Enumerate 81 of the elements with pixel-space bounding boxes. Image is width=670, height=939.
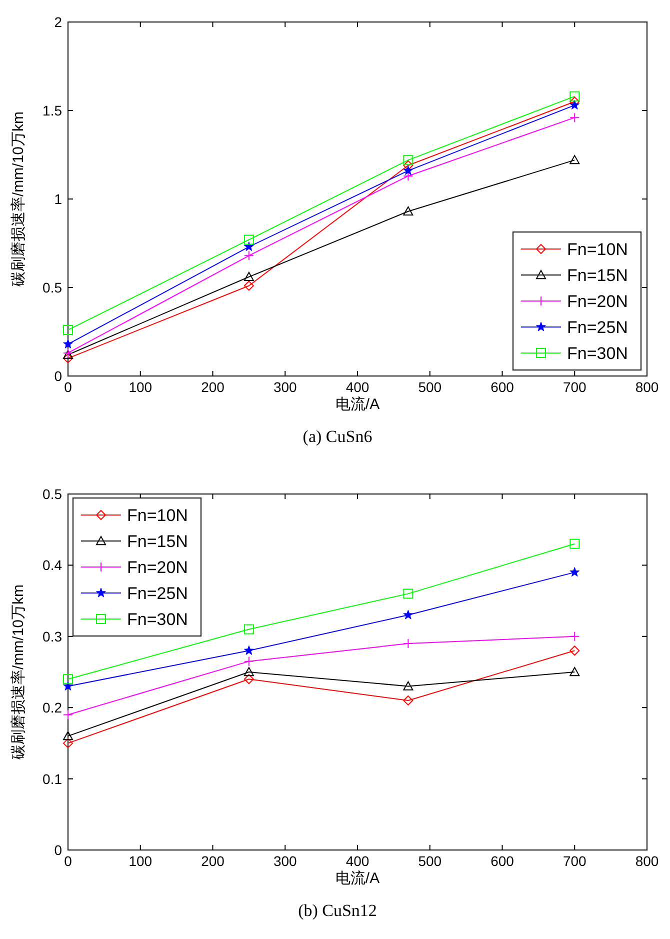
y-tick-label: 2	[54, 14, 62, 30]
point	[570, 91, 580, 102]
point	[244, 656, 254, 666]
point	[244, 234, 254, 245]
x-tick-label: 0	[64, 853, 72, 869]
point	[244, 645, 254, 655]
y-tick-label: 0.5	[42, 486, 62, 502]
x-tick-label: 200	[201, 853, 225, 869]
legend-label: Fn=25N	[567, 318, 628, 337]
y-tick-label: 0.4	[42, 557, 62, 574]
x-tick-label: 600	[490, 379, 514, 395]
point	[63, 353, 73, 364]
point	[403, 155, 414, 166]
y-tick-label: 0	[54, 368, 62, 384]
point	[63, 681, 73, 690]
legend-label: Fn=25N	[127, 584, 188, 603]
point	[244, 250, 254, 261]
point	[244, 242, 254, 252]
text: (a) CuSn6	[302, 427, 372, 446]
y-tick-label: 0.3	[42, 628, 62, 644]
y-tick-label: 0	[54, 842, 62, 858]
point	[570, 112, 580, 123]
point	[244, 674, 254, 684]
point	[244, 272, 254, 281]
y-tick-label: 1	[54, 191, 62, 207]
point	[403, 610, 414, 620]
y-tick-label: 0.2	[42, 700, 62, 716]
y-axis-title: 碳刷磨损速率/mm/10万km	[10, 584, 27, 761]
point	[63, 674, 73, 684]
point	[570, 646, 580, 656]
point	[63, 324, 73, 335]
point	[403, 165, 414, 175]
point	[403, 206, 414, 216]
text: (b) CuSn12	[298, 901, 377, 920]
point	[570, 667, 580, 676]
legend-label: Fn=20N	[127, 558, 188, 577]
legend-label: Fn=30N	[127, 610, 188, 629]
x-tick-label: 600	[490, 853, 514, 869]
point	[63, 338, 73, 348]
y-tick-label: 0.1	[42, 770, 62, 787]
x-tick-label: 0	[64, 379, 72, 395]
y-tick-label: 0.5	[42, 280, 62, 296]
x-tick-label: 300	[273, 379, 298, 395]
point	[570, 538, 580, 549]
x-tick-label: 400	[346, 853, 370, 869]
point	[244, 624, 254, 634]
x-tick-label: 700	[562, 379, 587, 395]
legend-label: Fn=10N	[127, 506, 188, 525]
y-tick-label: 1.5	[42, 102, 62, 118]
x-tick-label: 700	[562, 853, 587, 869]
point	[403, 160, 414, 170]
x-tick-label: 400	[346, 379, 370, 395]
legend-label: Fn=15N	[127, 532, 188, 551]
point	[63, 731, 73, 740]
y-axis-title: 碳刷磨损速率/mm/10万km	[10, 111, 27, 288]
point	[403, 638, 414, 649]
legend-label: Fn=30N	[567, 344, 628, 363]
point	[570, 100, 580, 110]
x-tick-label: 100	[128, 853, 152, 869]
point	[63, 738, 73, 748]
x-tick-label: 800	[635, 853, 659, 869]
x-tick-label: 100	[128, 379, 152, 395]
point	[570, 567, 580, 577]
legend-label: Fn=20N	[567, 292, 628, 311]
x-axis-title: 电流/A	[335, 870, 380, 887]
point	[403, 588, 414, 599]
point	[244, 667, 254, 676]
x-tick-label: 500	[418, 379, 442, 395]
point	[570, 631, 580, 642]
legend-label: Fn=15N	[567, 266, 628, 285]
point	[403, 681, 414, 690]
x-tick-label: 200	[201, 379, 225, 395]
point	[244, 280, 254, 291]
x-tick-label: 500	[418, 853, 442, 869]
legend-label: Fn=10N	[567, 240, 628, 259]
point	[570, 155, 580, 164]
x-tick-label: 800	[635, 379, 659, 395]
point	[403, 695, 414, 706]
point	[63, 710, 73, 720]
x-tick-label: 300	[273, 853, 298, 869]
x-axis-title: 电流/A	[335, 396, 380, 413]
